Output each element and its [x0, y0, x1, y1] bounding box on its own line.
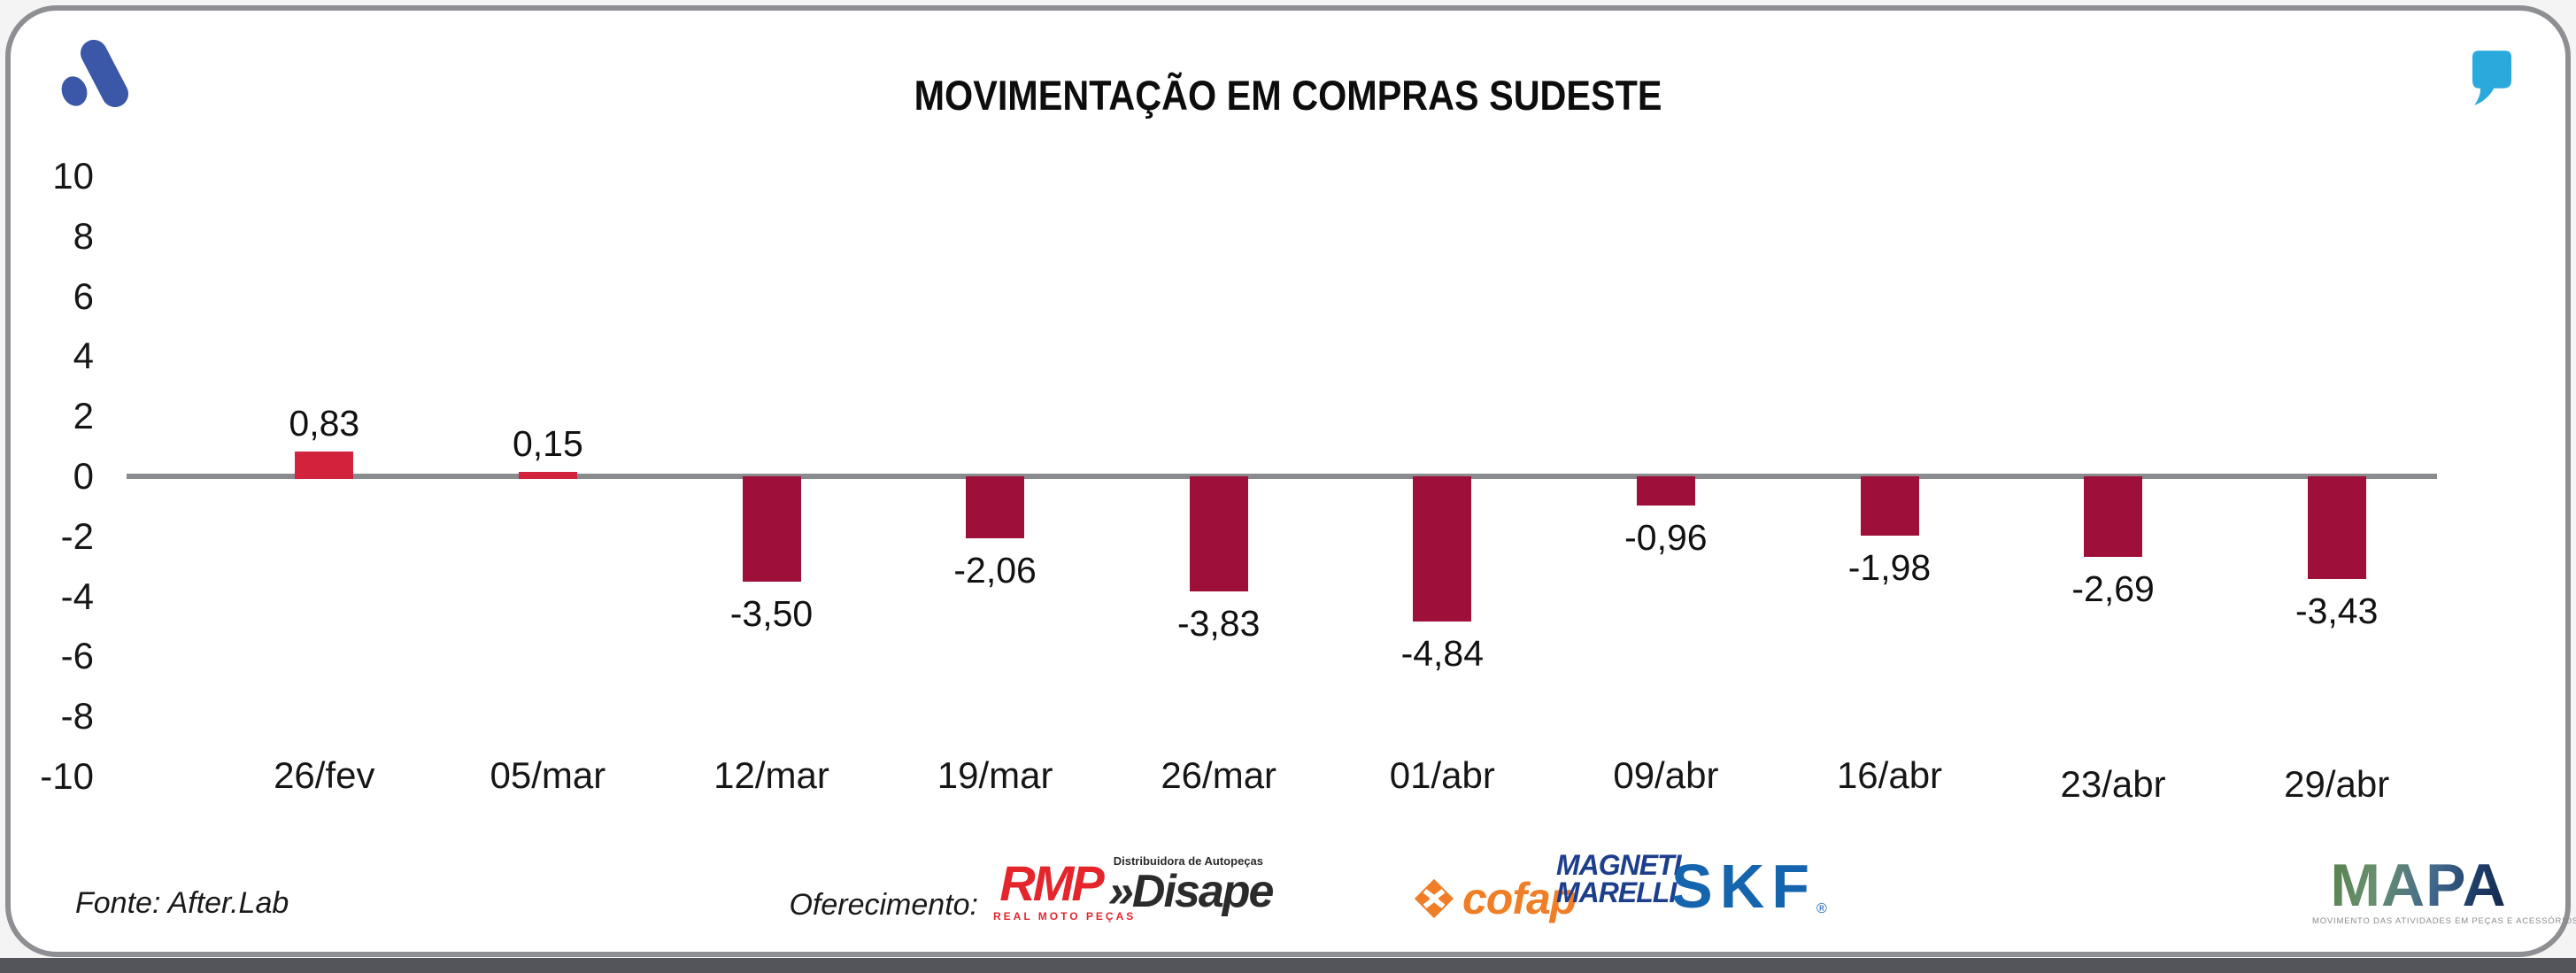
bar — [2084, 476, 2143, 558]
x-axis-tick-label: 01/abr — [1389, 754, 1495, 796]
bar-value-label: -2,69 — [2071, 568, 2155, 610]
bar-value-label: 0,15 — [512, 422, 583, 464]
y-axis-tick-label: -8 — [60, 695, 94, 737]
bar-value-label: -3,83 — [1176, 602, 1261, 644]
bar-value-label: -4,84 — [1400, 633, 1485, 675]
bottom-strip — [0, 958, 2576, 973]
bar-value-label: -3,43 — [2294, 591, 2379, 632]
sponsor-logo-mapa: MAPA MOVIMENTO DAS ATIVIDADES EM PEÇAS E… — [2312, 852, 2576, 926]
sponsor-logo-disape: Distribuidora de Autopeças »Disape — [1108, 854, 1274, 917]
chart-title: MOVIMENTAÇÃO EM COMPRAS SUDESTE — [0, 71, 2576, 120]
bar — [1413, 476, 1472, 622]
chart-title-text: MOVIMENTAÇÃO EM COMPRAS SUDESTE — [914, 72, 1662, 119]
y-axis-tick-label: -10 — [40, 755, 94, 797]
sponsor-logo-rmp: RMP REAL MOTO PEÇAS — [993, 855, 1137, 923]
sponsor-label: Oferecimento: — [789, 888, 978, 922]
sponsor-logo-magneti-marelli: MAGNETI MARELLI — [1556, 849, 1682, 908]
x-axis-tick-label: 19/mar — [937, 754, 1053, 796]
y-axis-tick-label: 10 — [52, 155, 94, 197]
bar-value-label: -2,06 — [953, 549, 1037, 591]
rmp-logo-subtext: REAL MOTO PEÇAS — [993, 910, 1137, 923]
infographic-card — [5, 5, 2571, 957]
x-axis-tick-label: 09/abr — [1613, 754, 1719, 796]
cofap-logo-text: cofap — [1462, 874, 1577, 923]
bar-value-label: -1,98 — [1847, 547, 1932, 589]
source-note: Fonte: After.Lab — [75, 886, 289, 920]
x-axis-tick-label: 26/fev — [274, 754, 375, 796]
zero-axis-line — [127, 474, 2437, 479]
x-axis-tick-label: 12/mar — [713, 754, 829, 796]
y-axis-tick-label: 4 — [73, 335, 94, 377]
disape-logo-subtext: Distribuidora de Autopeças — [1113, 854, 1263, 868]
bar — [742, 476, 801, 582]
skf-registered-mark: ® — [1816, 901, 1827, 916]
x-axis-tick-label: 23/abr — [2060, 763, 2166, 805]
bar — [1636, 476, 1695, 506]
magneti-line2: MARELLI — [1556, 876, 1677, 908]
disape-name: Disape — [1131, 866, 1275, 917]
bar-value-label: -0,96 — [1624, 516, 1708, 558]
bar — [295, 451, 354, 479]
bar — [518, 471, 577, 479]
y-axis-tick-label: -2 — [60, 514, 94, 557]
mapa-logo-tagline: MOVIMENTO DAS ATIVIDADES EM PEÇAS E ACES… — [2312, 916, 2576, 926]
cofap-diamond-icon — [1414, 878, 1454, 919]
y-axis-tick-label: 2 — [73, 395, 94, 437]
x-axis-tick-label: 29/abr — [2284, 763, 2390, 805]
sponsor-logo-cofap: cofap — [1413, 873, 1577, 924]
bar — [1189, 476, 1248, 591]
afterlab-logo-icon — [61, 40, 128, 107]
y-axis-tick-label: -4 — [60, 575, 94, 617]
bar — [966, 476, 1025, 538]
bar — [1860, 476, 1919, 537]
y-axis-tick-label: 0 — [73, 455, 94, 497]
y-axis-tick-label: 6 — [73, 274, 94, 317]
disape-chevrons: » — [1108, 866, 1134, 917]
quote-mark-icon — [2472, 50, 2511, 105]
y-axis-tick-label: 8 — [73, 214, 94, 257]
sponsor-logo-skf: SKF® — [1671, 855, 1827, 917]
bar — [2307, 476, 2366, 580]
y-axis-tick-label: -6 — [60, 635, 94, 677]
bar-value-label: -3,50 — [729, 592, 814, 634]
skf-logo-text: SKF — [1671, 852, 1816, 921]
x-axis-tick-label: 26/mar — [1161, 754, 1277, 796]
disape-logo-text: »Disape — [1108, 866, 1274, 917]
x-axis-tick-label: 16/abr — [1836, 754, 1943, 796]
mapa-logo-text: MAPA — [2330, 852, 2507, 919]
magneti-line1: MAGNETI — [1556, 849, 1682, 881]
bar-value-label: 0,83 — [289, 402, 360, 444]
rmp-logo-text: RMP — [999, 855, 1104, 911]
x-axis-tick-label: 05/mar — [490, 754, 606, 796]
